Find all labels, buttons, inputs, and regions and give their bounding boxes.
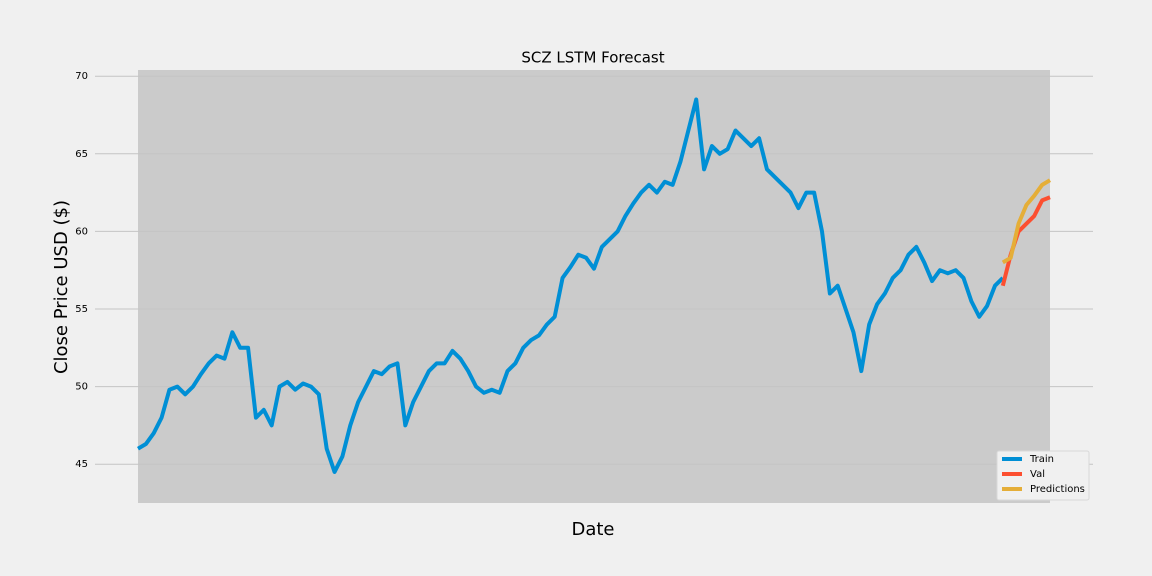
y-tick-label: 60 [75,226,88,237]
y-tick-label: 50 [75,382,88,393]
series-line [1001,178,1052,265]
legend-label: Train [1029,454,1054,465]
lines [136,97,1052,474]
plot-area [138,70,1050,503]
y-tick-label: 70 [75,71,88,82]
y-tick-label: 65 [75,149,88,160]
y-tick-label: 45 [75,459,88,470]
legend-label: Val [1030,469,1045,480]
x-axis-label: Date [571,519,614,540]
chart-title: SCZ LSTM Forecast [521,49,664,67]
y-axis-label: Close Price USD ($) [51,200,72,374]
y-tick-label: 55 [75,304,88,315]
series-line [136,97,1005,474]
legend: Train Val Predictions [996,450,1090,501]
grid: 45 50 55 60 65 70 [75,71,1093,470]
legend-label: Predictions [1030,484,1085,495]
